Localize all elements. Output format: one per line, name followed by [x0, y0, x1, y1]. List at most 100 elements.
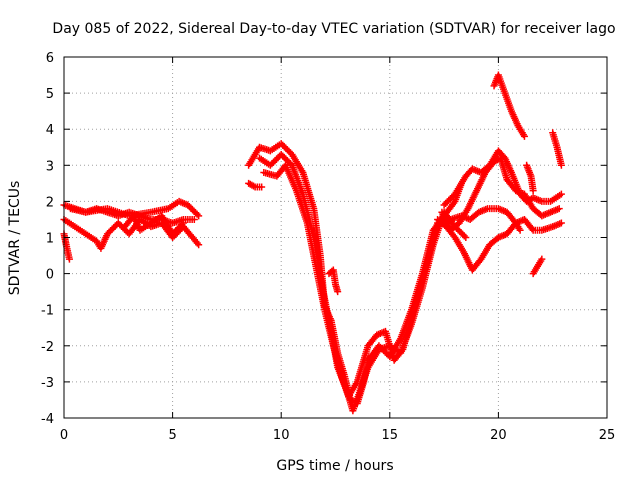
- y-tick-label: -2: [41, 340, 54, 355]
- data-point: [557, 219, 565, 227]
- data-point: [282, 144, 290, 152]
- y-tick-label: 6: [46, 51, 54, 66]
- data-point: [185, 203, 193, 211]
- data-point: [173, 225, 181, 233]
- y-tick-label: 2: [46, 195, 54, 210]
- data-point: [442, 199, 450, 207]
- data-point: [279, 152, 287, 160]
- data-point: [459, 230, 467, 238]
- y-tick-label: 3: [46, 159, 54, 174]
- data-point: [516, 226, 524, 234]
- data-point: [179, 219, 187, 227]
- data-point: [273, 155, 281, 163]
- data-point: [188, 206, 196, 214]
- data-points: [60, 71, 565, 415]
- data-point: [285, 158, 293, 166]
- data-point: [448, 193, 456, 201]
- data-series-16: [523, 161, 537, 195]
- data-point: [557, 161, 565, 169]
- y-tick-label: -3: [41, 376, 54, 391]
- data-point: [334, 288, 342, 296]
- data-point: [65, 255, 73, 263]
- data-point: [176, 222, 184, 230]
- data-point: [279, 141, 287, 149]
- data-point: [192, 209, 200, 217]
- data-series-14: [447, 205, 524, 234]
- data-point: [440, 201, 448, 209]
- data-series-7: [245, 140, 465, 408]
- data-series-10: [325, 266, 342, 296]
- data-point: [280, 154, 288, 162]
- data-point: [445, 196, 453, 204]
- x-tick-label: 10: [273, 428, 290, 443]
- data-series-8: [255, 150, 470, 415]
- y-tick-label: 1: [46, 232, 54, 247]
- data-point: [555, 205, 563, 213]
- data-point: [557, 190, 565, 198]
- data-point: [195, 241, 203, 249]
- data-point: [285, 147, 293, 155]
- data-point: [274, 154, 282, 162]
- data-series-5: [121, 212, 187, 238]
- data-point: [277, 140, 285, 148]
- data-point: [529, 187, 537, 195]
- data-point: [462, 234, 470, 241]
- data-series-9: [260, 161, 442, 400]
- data-point: [108, 225, 116, 233]
- data-point: [283, 157, 291, 165]
- y-tick-label: 0: [46, 268, 54, 283]
- y-tick-label: 4: [46, 123, 54, 138]
- grid: [64, 57, 607, 418]
- data-point: [528, 225, 536, 233]
- data-point: [116, 221, 124, 229]
- data-point: [178, 221, 186, 229]
- data-point: [283, 146, 291, 154]
- data-point: [269, 158, 277, 166]
- data-point: [190, 215, 198, 223]
- chart-title: Day 085 of 2022, Sidereal Day-to-day VTE…: [52, 21, 615, 37]
- x-tick-label: 15: [382, 428, 399, 443]
- data-point: [443, 198, 451, 206]
- data-point: [184, 201, 192, 209]
- data-series-17: [549, 129, 565, 169]
- y-axis-label: SDTVAR / TECUs: [7, 181, 23, 296]
- data-point: [381, 348, 389, 356]
- data-point: [268, 160, 276, 168]
- data-point: [277, 150, 285, 158]
- data-point: [460, 232, 468, 240]
- x-tick-label: 5: [168, 428, 176, 443]
- x-tick-label: 25: [599, 428, 616, 443]
- data-point: [280, 143, 288, 151]
- x-tick-label: 0: [60, 428, 68, 443]
- data-point: [520, 132, 528, 140]
- data-point: [187, 204, 195, 212]
- data-series-15: [490, 71, 528, 140]
- data-point: [446, 195, 454, 203]
- data-point: [193, 210, 201, 218]
- axis-ticks: 0 5 10 15 20 25 -4 -3 -2 -1 0 1 2 3 4 5 6: [41, 51, 615, 443]
- data-point: [456, 227, 464, 235]
- data-point: [258, 183, 266, 191]
- data-point: [105, 228, 113, 236]
- y-tick-label: 5: [46, 87, 54, 102]
- data-point: [110, 224, 118, 232]
- data-point: [538, 255, 546, 263]
- data-point: [195, 212, 203, 220]
- x-axis-label: GPS time / hours: [276, 458, 393, 474]
- data-series-13: [440, 147, 565, 209]
- data-point: [172, 227, 180, 235]
- data-point: [282, 155, 290, 163]
- data-point: [114, 219, 122, 227]
- data-point: [170, 228, 178, 236]
- data-series-3: [60, 230, 73, 263]
- data-point: [107, 227, 115, 235]
- data-series-6: [245, 179, 266, 191]
- data-point: [103, 230, 111, 238]
- x-tick-label: 20: [490, 428, 507, 443]
- data-point: [457, 229, 465, 237]
- data-point: [398, 347, 406, 355]
- data-point: [190, 207, 198, 215]
- data-point: [175, 224, 183, 232]
- y-tick-label: -4: [41, 412, 54, 427]
